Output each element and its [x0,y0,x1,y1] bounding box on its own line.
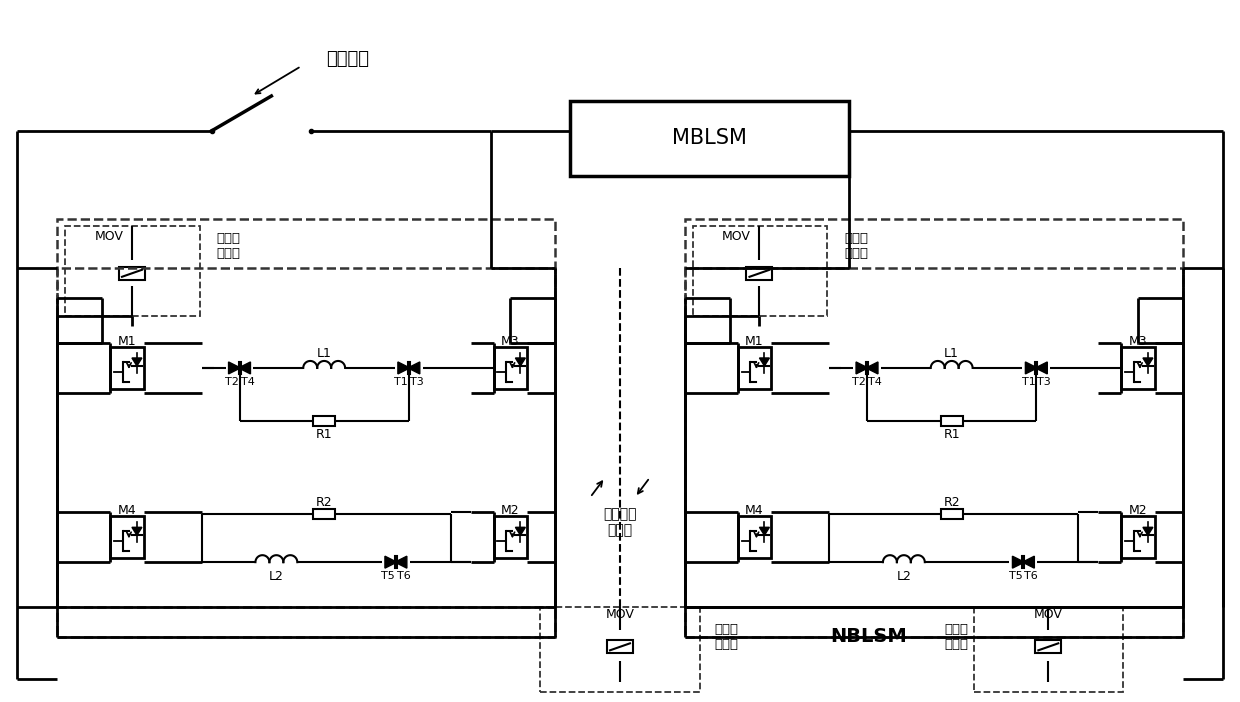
Polygon shape [131,527,141,535]
Polygon shape [856,362,868,374]
Polygon shape [398,362,410,374]
Text: R2: R2 [944,496,960,509]
Polygon shape [516,527,526,535]
Text: T5: T5 [381,571,394,581]
Text: 双向限流
子模块: 双向限流 子模块 [603,508,637,538]
Polygon shape [408,362,420,374]
Bar [57,218,556,607]
Text: R1: R1 [944,428,960,441]
Bar [119,267,145,280]
Text: T6: T6 [1024,571,1038,581]
Polygon shape [228,362,241,374]
Text: T1: T1 [394,377,408,387]
Text: M1: M1 [745,335,764,347]
Bar [738,517,771,558]
Polygon shape [516,358,526,366]
Bar [941,416,962,425]
Polygon shape [1025,362,1038,374]
Bar [1035,640,1061,654]
Bar [110,517,144,558]
Polygon shape [1012,556,1024,568]
Bar [608,640,632,654]
Text: T2: T2 [224,377,238,387]
Bar [684,268,1183,637]
Text: M4: M4 [118,504,136,517]
Text: 能量吸
收电路: 能量吸 收电路 [945,623,968,651]
Text: T4: T4 [241,377,254,387]
Text: 机械开关: 机械开关 [326,50,370,68]
Text: T6: T6 [397,571,410,581]
Text: MOV: MOV [605,609,635,621]
Text: NBLSM: NBLSM [831,628,908,647]
Polygon shape [759,358,769,366]
Text: T5: T5 [1008,571,1022,581]
Polygon shape [759,527,769,535]
Text: R2: R2 [316,496,332,509]
Text: M1: M1 [118,335,136,347]
Text: M4: M4 [745,504,764,517]
Text: 能量吸
收电路: 能量吸 收电路 [844,232,868,260]
Bar [314,510,335,519]
Polygon shape [394,556,407,568]
Polygon shape [1035,362,1048,374]
Bar [66,227,200,316]
Bar [494,517,527,558]
Bar [738,347,771,389]
Bar [1121,517,1154,558]
Bar [110,347,144,389]
Bar [973,607,1123,691]
Text: T4: T4 [868,377,882,387]
Text: 能量吸
收电路: 能量吸 收电路 [714,623,739,651]
Bar [57,268,556,637]
Bar [494,347,527,389]
Text: L2: L2 [269,569,284,583]
Text: L1: L1 [316,347,331,361]
Text: M2: M2 [501,504,520,517]
Text: R1: R1 [316,428,332,441]
Text: MOV: MOV [1034,609,1063,621]
Polygon shape [1023,556,1034,568]
Polygon shape [1143,358,1153,366]
Bar [746,267,773,280]
Text: 能量吸
收电路: 能量吸 收电路 [217,232,241,260]
Text: MBLSM: MBLSM [672,128,746,148]
Text: T3: T3 [1038,377,1052,387]
Text: MOV: MOV [94,230,124,243]
Polygon shape [1143,527,1153,535]
Polygon shape [866,362,878,374]
Bar [314,416,335,425]
Text: L2: L2 [897,569,911,583]
Polygon shape [238,362,250,374]
Bar [1121,347,1154,389]
Bar [541,607,699,691]
Bar [570,101,849,176]
Text: M3: M3 [501,335,520,347]
Polygon shape [384,556,397,568]
Text: L1: L1 [944,347,959,361]
Text: T2: T2 [852,377,866,387]
Text: M3: M3 [1128,335,1147,347]
Text: T1: T1 [1022,377,1035,387]
Text: T3: T3 [410,377,424,387]
Bar [941,510,962,519]
Text: MOV: MOV [722,230,751,243]
Bar [693,227,827,316]
Text: M2: M2 [1128,504,1147,517]
Bar [684,218,1183,607]
Polygon shape [131,358,141,366]
